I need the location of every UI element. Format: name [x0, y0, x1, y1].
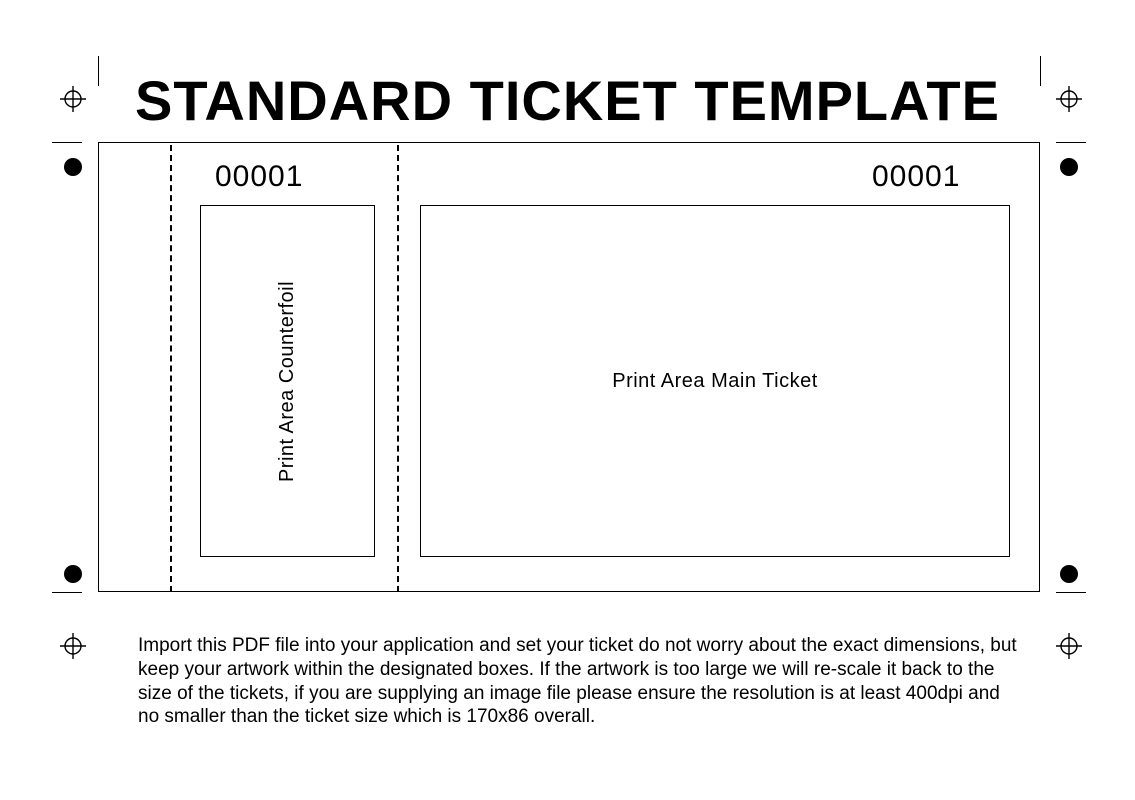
crop-mark-icon — [1056, 592, 1086, 593]
ticket-number-main: 00001 — [872, 160, 960, 194]
instructions-text: Import this PDF file into your applicati… — [138, 634, 1018, 729]
perforation-line — [170, 145, 172, 592]
crop-mark-icon — [1056, 142, 1086, 143]
counterfoil-label: Print Area Counterfoil — [276, 280, 299, 481]
registration-dot-icon — [1060, 565, 1078, 583]
crop-mark-icon — [1040, 56, 1041, 86]
ticket-number-counterfoil: 00001 — [215, 160, 303, 194]
crop-mark-icon — [52, 142, 82, 143]
main-ticket-label: Print Area Main Ticket — [612, 370, 818, 393]
counterfoil-print-area: Print Area Counterfoil — [200, 205, 375, 557]
page-title: STANDARD TICKET TEMPLATE — [135, 68, 1000, 133]
main-print-area: Print Area Main Ticket — [420, 205, 1010, 557]
registration-mark-icon — [60, 633, 86, 659]
perforation-line — [397, 145, 399, 592]
registration-mark-icon — [1056, 633, 1082, 659]
registration-dot-icon — [64, 565, 82, 583]
crop-mark-icon — [98, 56, 99, 86]
registration-mark-icon — [60, 86, 86, 112]
crop-mark-icon — [52, 592, 82, 593]
registration-dot-icon — [1060, 158, 1078, 176]
registration-mark-icon — [1056, 86, 1082, 112]
registration-dot-icon — [64, 158, 82, 176]
